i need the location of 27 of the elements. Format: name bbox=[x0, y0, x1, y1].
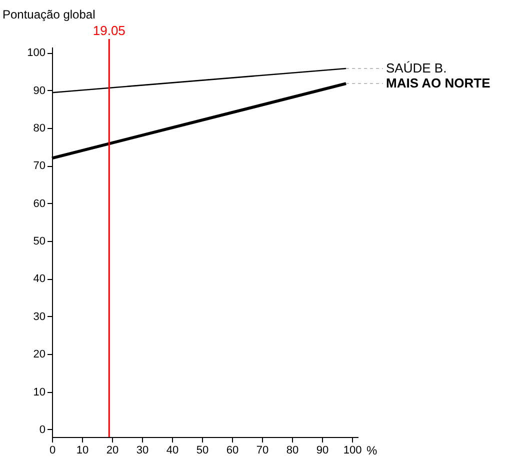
x-tick-label: 20 bbox=[106, 444, 119, 456]
y-tick-label: 50 bbox=[33, 236, 46, 248]
x-tick-label: 0 bbox=[49, 444, 56, 456]
y-tick-label: 10 bbox=[33, 386, 46, 398]
y-tick-label: 60 bbox=[33, 198, 46, 210]
x-axis-title: % bbox=[366, 444, 378, 458]
y-tick-label: 30 bbox=[33, 310, 46, 323]
y-tick-label: 0 bbox=[39, 424, 46, 436]
x-tick-label: 80 bbox=[286, 444, 299, 456]
x-tick-label: 70 bbox=[256, 444, 269, 456]
y-tick-label: 100 bbox=[27, 47, 46, 60]
x-tick-label: 60 bbox=[226, 444, 239, 456]
y-axis-title: Pontuação global bbox=[2, 8, 96, 22]
x-tick-label: 50 bbox=[196, 444, 209, 456]
y-tick-label: 70 bbox=[33, 160, 46, 172]
ref-line-label: 19.05 bbox=[92, 23, 126, 38]
x-tick-label: 10 bbox=[76, 444, 89, 456]
y-tick-label: 40 bbox=[33, 273, 46, 286]
text: SAÚDE B. bbox=[386, 60, 447, 76]
y-tick-label: 20 bbox=[33, 348, 46, 361]
text: MAIS AO NORTE bbox=[386, 76, 491, 91]
y-tick-label: 90 bbox=[33, 84, 46, 97]
x-tick-label: 90 bbox=[316, 444, 329, 456]
y-tick-label: 80 bbox=[33, 122, 46, 135]
x-tick-label: 100 bbox=[343, 444, 362, 456]
x-tick-label: 40 bbox=[166, 444, 179, 456]
x-tick-label: 30 bbox=[136, 444, 149, 456]
